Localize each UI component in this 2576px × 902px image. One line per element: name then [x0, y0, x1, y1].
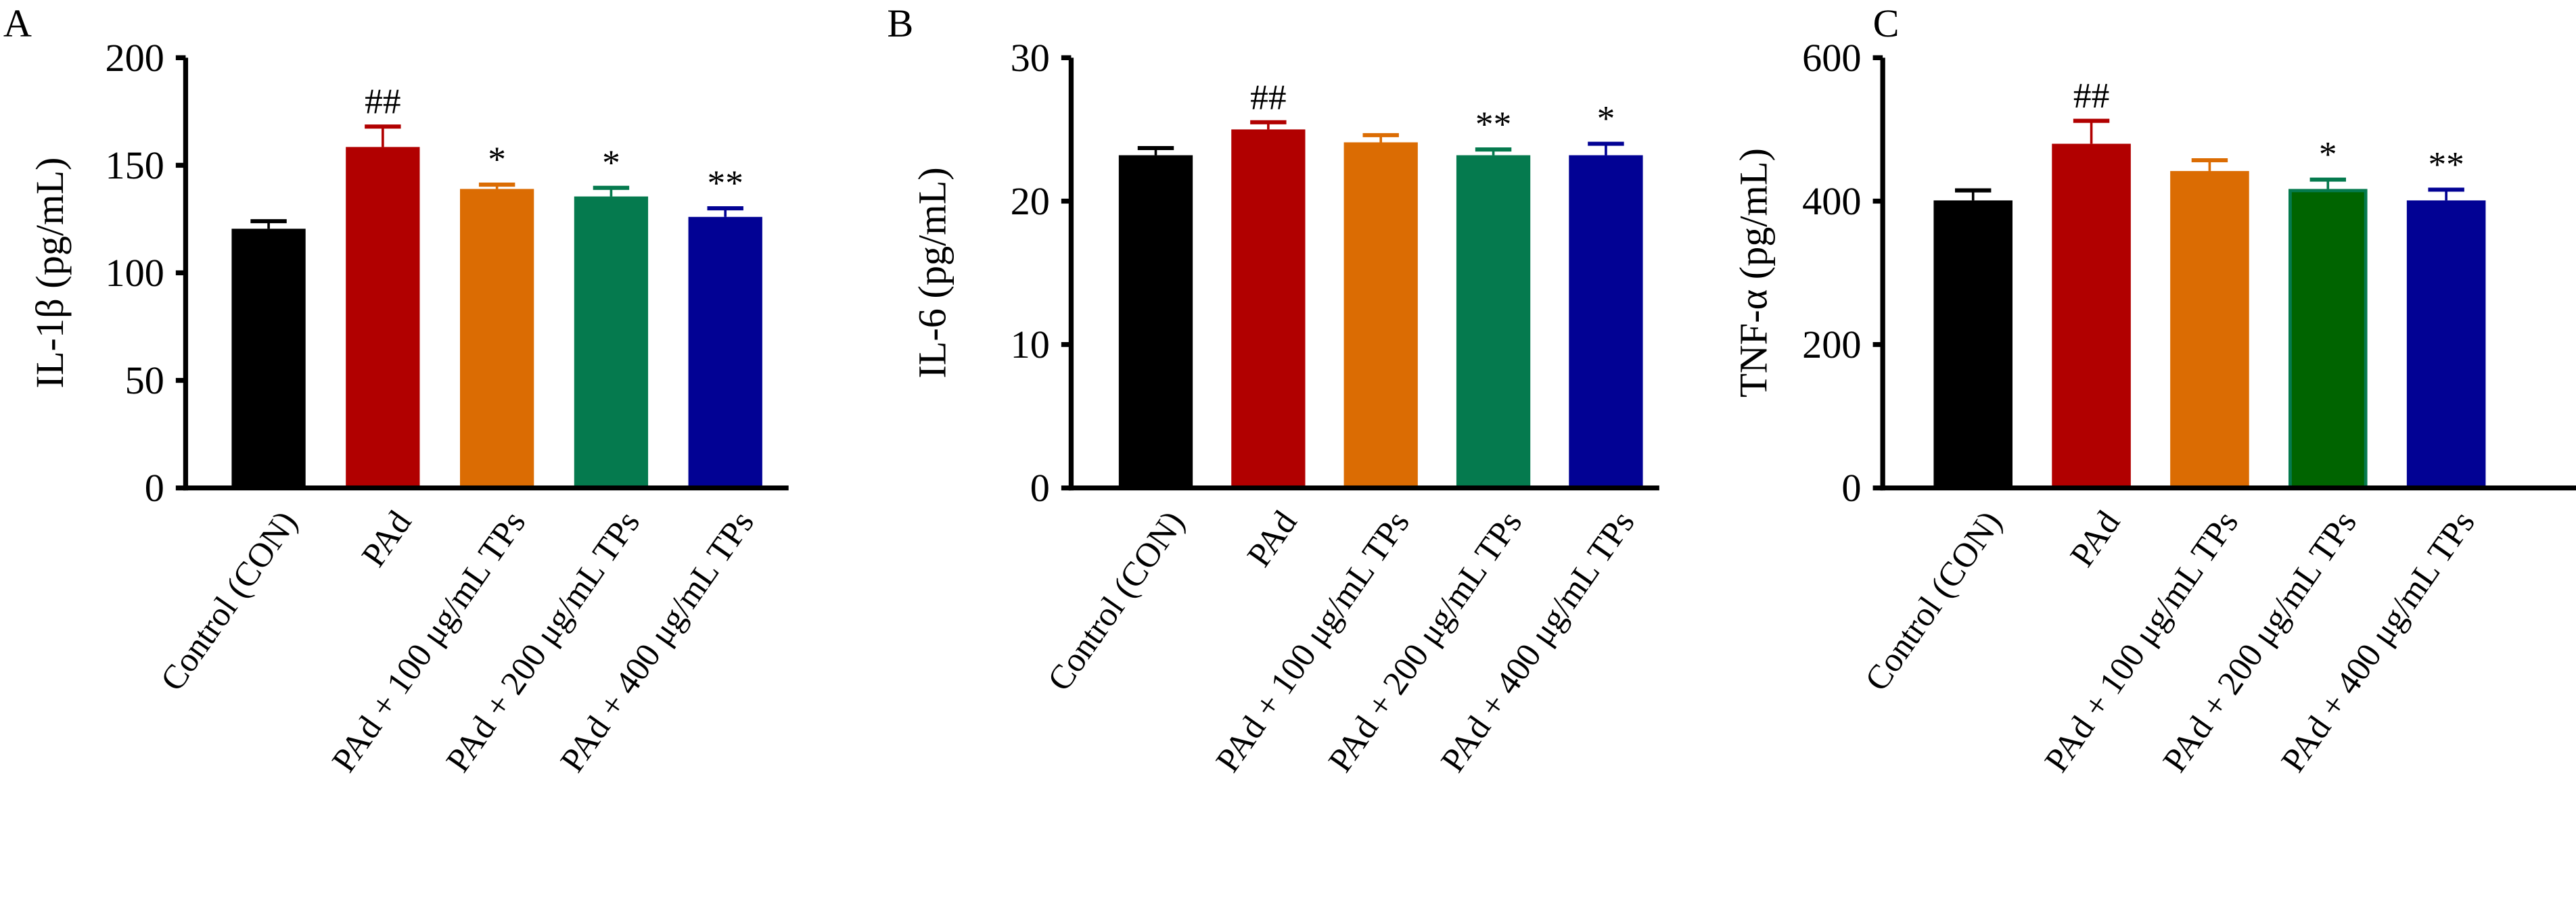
y-axis-label: TNF-α (pg/mL): [1732, 148, 1776, 398]
significance-label: **: [1475, 104, 1511, 145]
y-tick-label: 20: [1011, 179, 1050, 223]
significance-label: *: [1597, 98, 1615, 139]
x-tick-label: PAd + 400 μg/mL TPs: [553, 504, 762, 779]
bar: [346, 147, 420, 490]
significance-label: *: [2319, 134, 2337, 174]
bar: [1231, 129, 1306, 490]
bar: [460, 189, 534, 490]
bar: [1933, 200, 2013, 490]
x-tick-label: PAd + 200 μg/mL TPs: [439, 504, 647, 779]
x-tick-label: PAd: [2063, 504, 2128, 574]
bar: [2170, 170, 2249, 490]
panel-letter: C: [1873, 1, 1900, 45]
bar: [2288, 189, 2368, 490]
x-tick-label: PAd + 400 μg/mL TPs: [1434, 504, 1642, 779]
y-axis-label: IL-1β (pg/mL): [28, 158, 72, 389]
bar: [574, 196, 649, 490]
x-tick-label: Control (CON): [1040, 504, 1192, 698]
x-tick-label: PAd: [1240, 504, 1304, 574]
bar: [1343, 142, 1418, 490]
x-tick-label: Control (CON): [154, 504, 305, 698]
y-tick-label: 100: [105, 251, 164, 295]
bar: [2406, 200, 2486, 490]
significance-label: ##: [365, 81, 400, 122]
significance-label: ##: [1250, 76, 1286, 117]
x-tick-label: PAd: [354, 504, 419, 574]
significance-label: *: [602, 142, 620, 183]
y-tick-label: 0: [145, 466, 164, 510]
y-tick-label: 30: [1011, 36, 1050, 80]
y-tick-label: 400: [1802, 179, 1861, 223]
x-tick-label: PAd + 100 μg/mL TPs: [1209, 504, 1417, 779]
significance-label: ##: [2073, 75, 2109, 116]
y-tick-label: 150: [105, 143, 164, 187]
significance-label: **: [2428, 144, 2464, 185]
y-axis-label: IL-6 (pg/mL): [910, 167, 954, 378]
panel-letter: B: [887, 1, 913, 45]
x-tick-label: Control (CON): [1858, 504, 2010, 698]
bar: [2052, 143, 2131, 490]
y-tick-label: 200: [105, 36, 164, 80]
panel-a: A Control (CON) ## PAd * PAd + 100 μg/mL TPs *…: [3, 1, 789, 779]
bar: [1456, 155, 1531, 490]
panel-letter: A: [3, 1, 32, 45]
y-tick-label: 10: [1011, 323, 1050, 366]
bar: [1118, 155, 1193, 490]
y-tick-label: 200: [1802, 323, 1861, 366]
y-tick-label: 600: [1802, 36, 1861, 80]
bar: [1569, 155, 1643, 490]
bar: [688, 216, 762, 490]
x-tick-label: PAd + 200 μg/mL TPs: [1321, 504, 1530, 779]
y-tick-label: 50: [125, 358, 164, 402]
y-tick-label: 0: [1841, 466, 1861, 510]
significance-label: **: [708, 163, 743, 204]
x-tick-label: PAd + 100 μg/mL TPs: [325, 504, 533, 779]
y-tick-label: 0: [1030, 466, 1050, 510]
bar: [231, 229, 306, 490]
significance-label: *: [488, 139, 506, 180]
